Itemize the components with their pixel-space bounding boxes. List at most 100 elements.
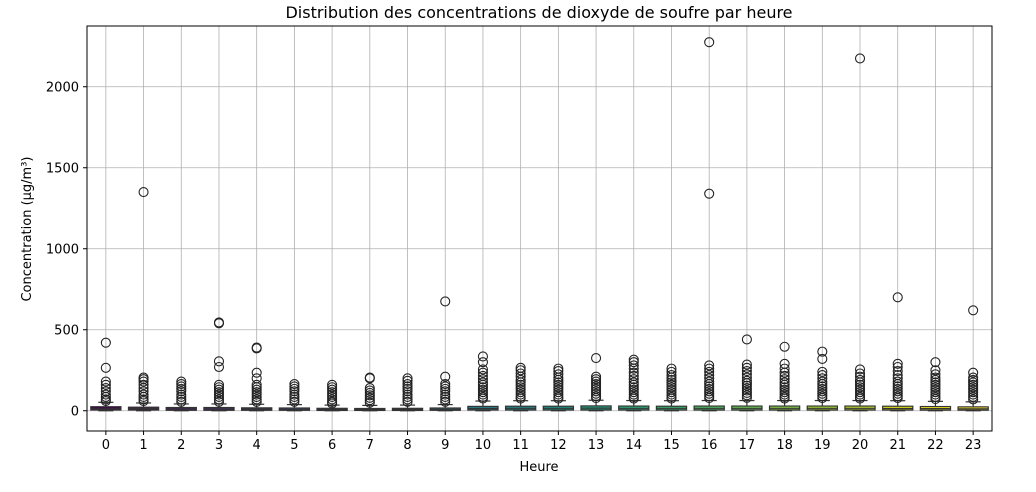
outlier-point bbox=[741, 390, 752, 401]
outlier-point bbox=[327, 382, 338, 393]
outlier-point bbox=[477, 379, 488, 390]
outlier-point bbox=[213, 391, 225, 403]
outlier-point bbox=[213, 384, 225, 395]
outlier-point bbox=[138, 389, 149, 400]
outlier-point bbox=[553, 369, 564, 380]
outlier-point bbox=[402, 375, 413, 386]
outlier-point bbox=[628, 382, 639, 393]
outlier-point bbox=[741, 392, 752, 403]
outlier-point bbox=[289, 389, 300, 400]
x-tick-label: 22 bbox=[927, 438, 944, 453]
x-tick-label: 14 bbox=[625, 438, 642, 453]
box-hour-3 bbox=[203, 317, 235, 412]
outlier-point bbox=[364, 395, 375, 406]
outlier-point bbox=[402, 394, 413, 405]
outlier-point bbox=[892, 361, 903, 373]
outlier-point bbox=[138, 187, 149, 198]
outlier-point bbox=[553, 372, 564, 383]
box-hour-8 bbox=[391, 373, 424, 412]
outlier-point bbox=[628, 393, 639, 404]
x-tick-label: 8 bbox=[403, 438, 411, 453]
outlier-point bbox=[892, 366, 903, 377]
outlier-point bbox=[477, 389, 488, 400]
box-hour-11 bbox=[504, 362, 537, 412]
outlier-point bbox=[930, 379, 941, 390]
outlier-point bbox=[553, 382, 564, 393]
outlier-point bbox=[440, 296, 451, 307]
outlier-point bbox=[704, 373, 715, 384]
x-tick-label: 18 bbox=[776, 438, 793, 453]
x-tick-label: 3 bbox=[215, 438, 223, 453]
outlier-point bbox=[704, 388, 715, 399]
outlier-point bbox=[591, 374, 602, 385]
outlier-point bbox=[854, 389, 866, 400]
outlier-point bbox=[892, 388, 903, 399]
box-hour-19 bbox=[806, 346, 838, 412]
box-hour-21 bbox=[882, 292, 914, 412]
outlier-point bbox=[251, 391, 262, 403]
outlier-point bbox=[741, 383, 752, 394]
outlier-point bbox=[704, 378, 715, 390]
outlier-point bbox=[251, 343, 262, 354]
outlier-point bbox=[817, 388, 828, 399]
outlier-point bbox=[364, 392, 375, 403]
box-hour-4 bbox=[241, 342, 273, 412]
outlier-point bbox=[817, 353, 828, 364]
outlier-point bbox=[327, 398, 338, 409]
outlier-point bbox=[968, 374, 979, 386]
plot-frame bbox=[86, 25, 993, 432]
box-hour-0 bbox=[90, 337, 122, 412]
box-hour-6 bbox=[316, 379, 348, 412]
outlier-point bbox=[176, 391, 187, 403]
x-tick-label: 21 bbox=[889, 438, 906, 453]
outlier-point bbox=[251, 389, 262, 400]
outlier-point bbox=[176, 389, 187, 400]
outlier-point bbox=[968, 372, 979, 383]
outlier-point bbox=[591, 388, 602, 399]
outlier-point bbox=[817, 376, 828, 387]
y-tick-label: 1500 bbox=[46, 161, 79, 176]
outlier-point bbox=[327, 391, 338, 403]
outlier-point bbox=[741, 334, 752, 345]
outlier-point bbox=[666, 372, 677, 383]
x-tick-label: 13 bbox=[588, 438, 605, 453]
outlier-point bbox=[402, 378, 413, 390]
outlier-point bbox=[477, 357, 488, 368]
outlier-point bbox=[289, 396, 300, 407]
outlier-point bbox=[553, 387, 564, 398]
outlier-point bbox=[666, 379, 677, 390]
outlier-point bbox=[930, 377, 941, 388]
outlier-point bbox=[553, 389, 564, 400]
outlier-point bbox=[402, 389, 413, 400]
outlier-point bbox=[779, 367, 790, 378]
x-axis-label: Heure bbox=[519, 460, 558, 475]
outlier-point bbox=[327, 394, 338, 405]
box-hour-17 bbox=[731, 334, 763, 412]
outlier-point bbox=[741, 378, 752, 389]
outlier-point bbox=[628, 377, 639, 388]
outlier-point bbox=[704, 363, 715, 374]
box-hour-15 bbox=[655, 363, 688, 412]
outlier-point bbox=[666, 389, 677, 400]
outlier-point bbox=[213, 379, 225, 390]
outlier-point bbox=[968, 367, 979, 378]
y-tick-label: 2000 bbox=[46, 80, 79, 95]
x-tick-label: 17 bbox=[739, 438, 756, 453]
x-tick-label: 4 bbox=[253, 438, 261, 453]
outlier-point bbox=[779, 387, 790, 398]
outlier-point bbox=[968, 382, 979, 393]
outlier-point bbox=[968, 389, 979, 400]
x-tick-label: 9 bbox=[441, 438, 449, 453]
box-hour-22 bbox=[919, 357, 952, 412]
outlier-point bbox=[100, 386, 111, 397]
outlier-point bbox=[477, 387, 488, 398]
outlier-point bbox=[968, 394, 979, 405]
outlier-point bbox=[327, 384, 338, 395]
outlier-point bbox=[289, 391, 300, 403]
outlier-point bbox=[666, 374, 677, 386]
outlier-point bbox=[591, 353, 602, 364]
outlier-point bbox=[817, 393, 828, 404]
outlier-point bbox=[704, 188, 715, 199]
outlier-point bbox=[591, 381, 602, 392]
outlier-point bbox=[854, 371, 866, 382]
